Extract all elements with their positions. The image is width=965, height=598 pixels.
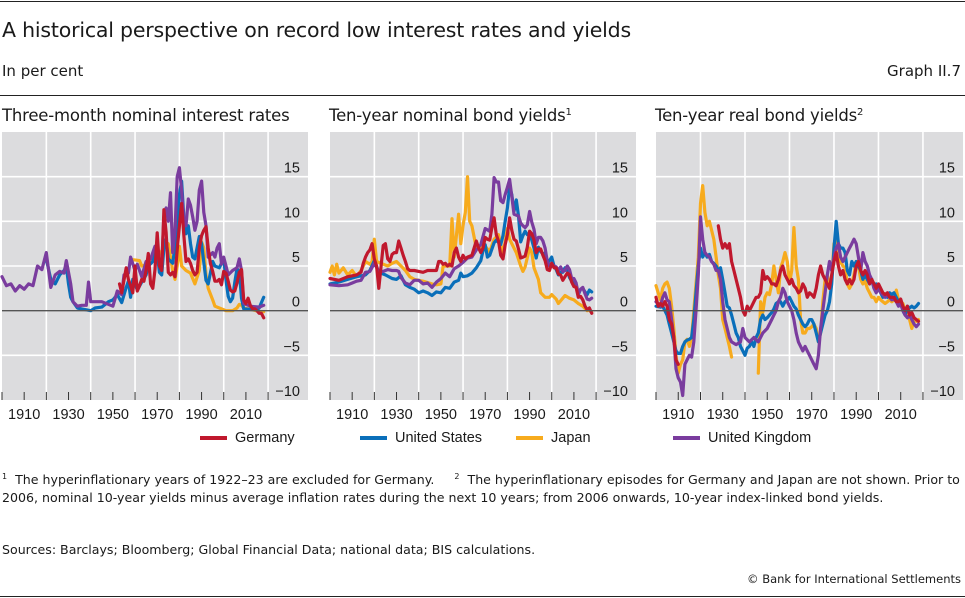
panel-title-1-text: Three-month nominal interest rates — [2, 106, 290, 125]
graph-title: A historical perspective on record low i… — [2, 18, 631, 42]
series-line-germany — [654, 295, 680, 366]
panel-title-3-ref: 2 — [857, 107, 864, 118]
y-tick-label: 0 — [292, 295, 300, 311]
y-tick-label: 15 — [284, 161, 300, 177]
charts-canvas: −10 −5 0 5 10 15 1910 1930 1950 1970 1990 2010 −10 −5… — [0, 132, 963, 423]
x-tick-label: 1910 — [662, 407, 694, 423]
footnote-2: The hyperinflationary episodes for Germa… — [2, 472, 960, 505]
legend-swatch-japan — [516, 436, 543, 440]
legend-label-united-states: United States — [395, 430, 483, 446]
sources: Sources: Barclays; Bloomberg; Global Fin… — [2, 542, 536, 557]
legend-swatch-germany — [200, 436, 227, 440]
series-line-germany — [716, 224, 921, 323]
top-rule — [0, 1, 965, 2]
series-line-japan — [328, 175, 594, 315]
legend-swatch-united-states — [360, 436, 387, 440]
series-line-germany — [328, 216, 594, 315]
y-tick-label: 0 — [947, 295, 955, 311]
y-tick-label: −10 — [930, 384, 955, 400]
panel-title-2-ref: 1 — [565, 107, 572, 118]
x-tick-label: 1950 — [97, 407, 129, 423]
series-line-germany — [117, 201, 266, 320]
y-tick-label: 10 — [939, 205, 955, 221]
legend-japan: Japan — [516, 430, 591, 446]
graph-number: Graph II.7 — [887, 62, 961, 80]
x-tick-label: 1990 — [840, 407, 872, 423]
y-tick-label: −5 — [283, 339, 300, 355]
y-tick-label: 10 — [284, 205, 300, 221]
y-tick-label: 0 — [620, 295, 628, 311]
x-tick-label: 2010 — [230, 407, 262, 423]
legend-united-states: United States — [360, 430, 482, 446]
legend-united-kingdom: United Kingdom — [673, 430, 811, 446]
x-tick-label: 1990 — [185, 407, 217, 423]
x-tick-label: 1910 — [336, 407, 368, 423]
header-rule — [0, 95, 965, 96]
copyright: © Bank for International Settlements — [747, 572, 961, 586]
x-tick-label: 1970 — [469, 407, 501, 423]
x-tick-label: 2010 — [558, 407, 590, 423]
y-tick-label: −10 — [603, 384, 628, 400]
series-line-united-kingdom — [654, 215, 921, 398]
y-tick-label: −5 — [938, 339, 955, 355]
x-tick-label: 1910 — [8, 407, 40, 423]
y-tick-label: −5 — [611, 339, 628, 355]
y-tick-label: 5 — [947, 250, 955, 266]
legend-label-germany: Germany — [235, 430, 295, 446]
x-tick-label: 1990 — [513, 407, 545, 423]
bottom-rule — [0, 596, 965, 597]
series-line-united-kingdom — [328, 176, 594, 302]
footnote-1: The hyperinflationary years of 1922–23 a… — [15, 472, 435, 487]
legend-label-united-kingdom: United Kingdom — [708, 430, 812, 446]
panel-title-2: Ten-year nominal bond yields1 — [329, 106, 572, 125]
x-tick-label: 1930 — [380, 407, 412, 423]
x-tick-label: 1950 — [425, 407, 457, 423]
footnote-1-marker: 1 — [2, 472, 8, 481]
x-tick-label: 1950 — [751, 407, 783, 423]
footnotes: 1 The hyperinflationary years of 1922–23… — [2, 468, 962, 507]
y-tick-label: 5 — [292, 250, 300, 266]
panel-title-3-text: Ten-year real bond yields — [655, 106, 858, 125]
footnote-2-marker: 2 — [454, 472, 460, 481]
legend-label-japan: Japan — [551, 430, 591, 446]
legend-germany: Germany — [200, 430, 295, 446]
panel-title-1: Three-month nominal interest rates — [2, 106, 290, 125]
unit-label: In per cent — [2, 62, 84, 80]
y-tick-label: 15 — [939, 161, 955, 177]
legend-swatch-united-kingdom — [673, 436, 700, 440]
x-tick-label: 1970 — [141, 407, 173, 423]
y-tick-label: 10 — [612, 205, 628, 221]
panel-title-2-text: Ten-year nominal bond yields — [329, 106, 566, 125]
x-tick-label: 1930 — [52, 407, 84, 423]
y-tick-label: −10 — [275, 384, 300, 400]
y-tick-label: 15 — [612, 161, 628, 177]
panel-title-3: Ten-year real bond yields2 — [655, 106, 863, 125]
x-tick-label: 2010 — [885, 407, 917, 423]
y-tick-label: 5 — [620, 250, 628, 266]
x-tick-label: 1930 — [707, 407, 739, 423]
x-tick-label: 1970 — [796, 407, 828, 423]
